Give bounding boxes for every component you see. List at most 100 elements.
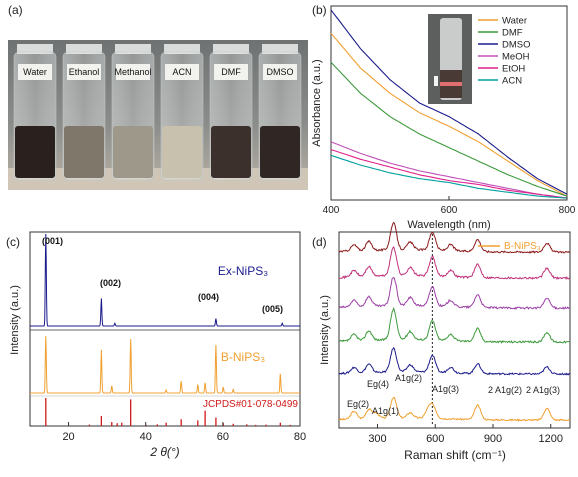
vial-label: ACN [172, 67, 191, 77]
legend-label: EtOH [502, 64, 525, 75]
vial-methanol: Methanol [111, 44, 155, 181]
mode-a1g1: A1g(1) [372, 406, 399, 416]
panel-c-label: (c) [6, 235, 20, 249]
panel-c-plot-frame [29, 231, 301, 427]
panel-c-xlabel: 2 θ(°) [149, 445, 179, 459]
legend-label: DMSO [502, 40, 531, 51]
vial-liquid [162, 126, 202, 178]
raman-spectrum-2 [338, 306, 571, 344]
vial-dmf: DMF [209, 44, 253, 181]
photo-background [8, 40, 308, 190]
panel-a-label: (a) [8, 3, 23, 17]
vial-water: Water [13, 44, 57, 181]
panel-c-peak-002: (002) [100, 278, 121, 288]
raman-spectrum-3 [338, 276, 571, 310]
series-line-acn [330, 154, 568, 199]
panel-b-x-ticks: 400 600 800 [323, 196, 576, 216]
panel-d-xlabel: Raman shift (cm⁻¹) [404, 448, 506, 462]
raman-spectrum-4 [339, 246, 570, 281]
vial-dmso: DMSO [258, 44, 302, 181]
tick-label: 300 [368, 433, 386, 445]
panel-b-ylabel: Absorbance (a.u.) [311, 59, 323, 146]
series-line-dmso [330, 9, 568, 195]
vial-label: Ethanol [69, 67, 100, 77]
mode-eg2: Eg(2) [347, 399, 369, 409]
panel-c-series [30, 233, 300, 426]
panel-b-label: (b) [312, 3, 327, 17]
vial-ethanol: Ethanol [62, 44, 106, 181]
panel-c-ylabel: Intensity (a.u.) [9, 285, 21, 355]
panel-d-label: (d) [312, 235, 327, 249]
mode-2a1g3: 2 A1g(3) [526, 385, 560, 395]
tick-label: 400 [323, 205, 340, 216]
mode-a1g3: A1g(3) [432, 384, 459, 394]
panel-c-upper-series-label: Ex-NiPS₃ [218, 264, 268, 278]
panel-d-ylabel: Intensity (a.u.) [319, 295, 331, 365]
panel-c-peak-005: (005) [262, 304, 283, 314]
tick-label: 1200 [539, 433, 563, 445]
panel-d-legend-label: B-NiPS₃ [504, 241, 541, 252]
vial-acn: ACN [160, 44, 204, 181]
panel-d-mode-labels: Eg(2) Eg(4) A1g(2) A1g(1) A1g(3) 2 A1g(2… [347, 373, 560, 416]
tick-label: 900 [484, 433, 502, 445]
vial-label-tag [67, 64, 101, 80]
vial-cap [164, 44, 200, 54]
vial-label: Methanol [114, 67, 151, 77]
vial-label-tag [18, 64, 52, 80]
series-line-meoh [330, 141, 568, 199]
vial-liquid [211, 126, 251, 178]
vial-label-tag [214, 64, 248, 80]
panel-d-plot-frame [338, 231, 571, 429]
mode-a1g2: A1g(2) [395, 373, 422, 383]
legend-label: MeOH [502, 52, 530, 63]
vial-label-tag [116, 64, 150, 80]
vial-cap [66, 44, 102, 54]
vial-liquid [260, 126, 300, 178]
vial-label-tag [263, 64, 297, 80]
vial-cap [17, 44, 53, 54]
panel-b-xlabel: Wavelength (nm) [407, 219, 490, 231]
vial-label: DMSO [267, 67, 294, 77]
tick-label: 40 [140, 431, 152, 443]
vial-photo: Water Ethanol Methanol ACN DMF DMSO [8, 40, 308, 190]
mode-2a1g2: 2 A1g(2) [488, 385, 522, 395]
vial-label: DMF [221, 67, 241, 77]
tick-label: 20 [62, 431, 74, 443]
raman-spectrum-5 [338, 221, 571, 254]
series-line-water [330, 32, 568, 197]
vials: Water Ethanol Methanol ACN DMF DMSO [13, 44, 302, 181]
series-line-b-nips3 [30, 335, 300, 394]
panel-d-x-ticks: 300 600 900 1200 [368, 424, 563, 445]
series-line-etoh [330, 149, 568, 199]
series-line-ex-nips3 [30, 233, 300, 327]
panel-c-lower-series-label: B-NiPS₃ [221, 350, 265, 364]
panel-b-inset-photo [428, 14, 472, 104]
panel-d-legend: B-NiPS₃ [478, 241, 541, 252]
tick-label: 600 [441, 205, 458, 216]
panel-c-peak-001: (001) [42, 236, 63, 246]
mode-eg4: Eg(4) [367, 379, 389, 389]
vial-cap [213, 44, 249, 54]
vial-liquid [113, 126, 153, 178]
panel-d-series [338, 221, 571, 422]
legend-label: DMF [502, 28, 523, 39]
vial-liquid [15, 126, 55, 178]
tick-label: 800 [559, 205, 576, 216]
legend-label: ACN [502, 76, 522, 87]
vial-label: Water [23, 67, 47, 77]
raman-spectrum-1 [338, 346, 571, 376]
panel-b-series [330, 9, 568, 199]
panel-c-x-ticks: 20 40 60 80 [62, 422, 306, 443]
vial-cap [115, 44, 151, 54]
vial-liquid [64, 126, 104, 178]
tick-label: 60 [217, 431, 229, 443]
tick-label: 600 [426, 433, 444, 445]
vial-cap [262, 44, 298, 54]
legend-label: Water [502, 16, 527, 27]
vial-label-tag [165, 64, 199, 80]
tick-label: 80 [294, 431, 306, 443]
series-line-dmf [330, 61, 568, 197]
panel-c-reference-label: JCPDS#01-078-0499 [203, 399, 298, 410]
